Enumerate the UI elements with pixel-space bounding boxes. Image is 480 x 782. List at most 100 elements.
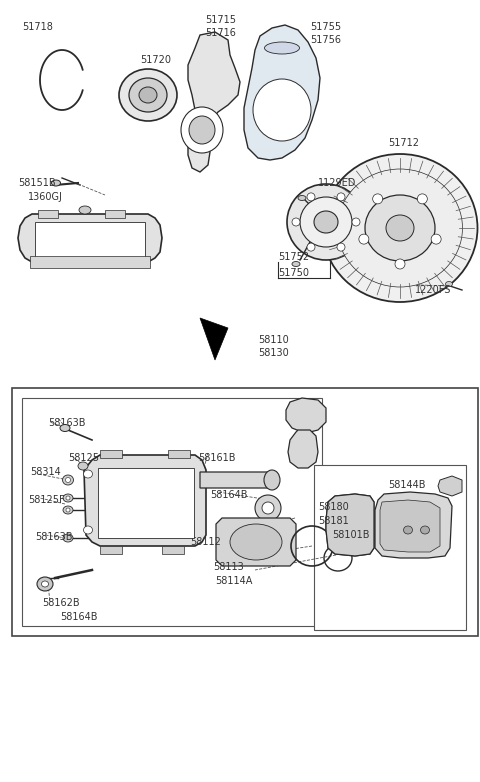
Ellipse shape (359, 234, 369, 244)
Ellipse shape (255, 495, 281, 521)
Bar (38, 210, 58, 218)
Polygon shape (244, 25, 320, 160)
Ellipse shape (63, 534, 73, 542)
Polygon shape (438, 476, 462, 496)
Ellipse shape (307, 243, 315, 251)
Ellipse shape (314, 211, 338, 233)
Text: 58163B: 58163B (35, 532, 72, 542)
Text: 58151B: 58151B (18, 178, 56, 188)
Polygon shape (326, 494, 374, 556)
Ellipse shape (386, 215, 414, 241)
Ellipse shape (262, 502, 274, 514)
Polygon shape (84, 455, 206, 546)
Bar (100, 450, 122, 458)
Ellipse shape (84, 526, 93, 534)
Polygon shape (286, 398, 326, 432)
Text: 1220FS: 1220FS (415, 285, 451, 295)
Ellipse shape (404, 526, 412, 534)
Bar (100, 546, 122, 554)
Polygon shape (18, 214, 162, 262)
Ellipse shape (264, 42, 300, 54)
Text: 51752: 51752 (278, 252, 309, 262)
Ellipse shape (307, 193, 315, 201)
Text: 51756: 51756 (310, 35, 341, 45)
Ellipse shape (365, 195, 435, 261)
Ellipse shape (63, 494, 73, 502)
Text: 58101B: 58101B (332, 530, 370, 540)
Ellipse shape (66, 496, 70, 500)
Ellipse shape (337, 193, 345, 201)
Text: 58161B: 58161B (198, 453, 236, 463)
Text: 51715: 51715 (205, 15, 236, 25)
Text: 58314: 58314 (30, 467, 61, 477)
Bar (35, 222, 145, 258)
Ellipse shape (337, 243, 345, 251)
Ellipse shape (323, 154, 478, 302)
Bar (30, 256, 150, 268)
Text: 58125F: 58125F (28, 495, 65, 505)
Ellipse shape (129, 78, 167, 112)
Text: 51716: 51716 (205, 28, 236, 38)
Polygon shape (375, 492, 452, 558)
Text: 58125: 58125 (68, 453, 99, 463)
Bar (98, 468, 194, 538)
Bar (168, 450, 190, 458)
Ellipse shape (84, 470, 93, 478)
Ellipse shape (298, 196, 306, 200)
Ellipse shape (292, 261, 300, 267)
Ellipse shape (372, 194, 383, 204)
Ellipse shape (420, 526, 430, 534)
Text: 51718: 51718 (22, 22, 53, 32)
Ellipse shape (292, 218, 300, 226)
Polygon shape (188, 32, 240, 172)
Ellipse shape (417, 194, 427, 204)
Ellipse shape (66, 508, 70, 512)
Ellipse shape (253, 79, 311, 141)
Text: 58113: 58113 (213, 562, 244, 572)
Text: 58130: 58130 (258, 348, 289, 358)
Ellipse shape (62, 475, 73, 485)
Polygon shape (216, 518, 296, 566)
Ellipse shape (65, 478, 71, 482)
Text: 51720: 51720 (140, 55, 171, 65)
Text: 51755: 51755 (310, 22, 341, 32)
Ellipse shape (337, 169, 463, 287)
Text: 58180: 58180 (318, 502, 349, 512)
Text: 58164B: 58164B (210, 490, 248, 500)
Ellipse shape (395, 259, 405, 269)
Polygon shape (200, 472, 272, 488)
Bar (105, 210, 125, 218)
Bar (314, 465, 466, 630)
Ellipse shape (63, 506, 73, 514)
Text: 58112: 58112 (190, 537, 221, 547)
Polygon shape (200, 318, 228, 360)
Text: 1360GJ: 1360GJ (28, 192, 63, 202)
Ellipse shape (181, 107, 223, 153)
Ellipse shape (445, 282, 453, 286)
Ellipse shape (79, 206, 91, 214)
Ellipse shape (37, 577, 53, 591)
Ellipse shape (41, 581, 48, 587)
Text: 58164B: 58164B (60, 612, 97, 622)
Text: 51712: 51712 (388, 138, 419, 148)
Ellipse shape (287, 184, 365, 260)
Ellipse shape (300, 197, 352, 247)
Polygon shape (326, 494, 374, 556)
Ellipse shape (189, 116, 215, 144)
Text: 58163B: 58163B (48, 418, 85, 428)
Polygon shape (380, 500, 440, 552)
Ellipse shape (230, 524, 282, 560)
Ellipse shape (352, 218, 360, 226)
Polygon shape (288, 430, 318, 468)
Ellipse shape (139, 87, 157, 103)
Text: 58110: 58110 (258, 335, 289, 345)
Ellipse shape (264, 470, 280, 490)
Text: 58181: 58181 (318, 516, 349, 526)
Ellipse shape (60, 425, 70, 432)
Bar (12, 388, 478, 636)
Ellipse shape (431, 234, 441, 244)
Text: 58162B: 58162B (42, 598, 80, 608)
Text: 58114A: 58114A (215, 576, 252, 586)
Ellipse shape (119, 69, 177, 121)
Bar (22, 398, 322, 626)
